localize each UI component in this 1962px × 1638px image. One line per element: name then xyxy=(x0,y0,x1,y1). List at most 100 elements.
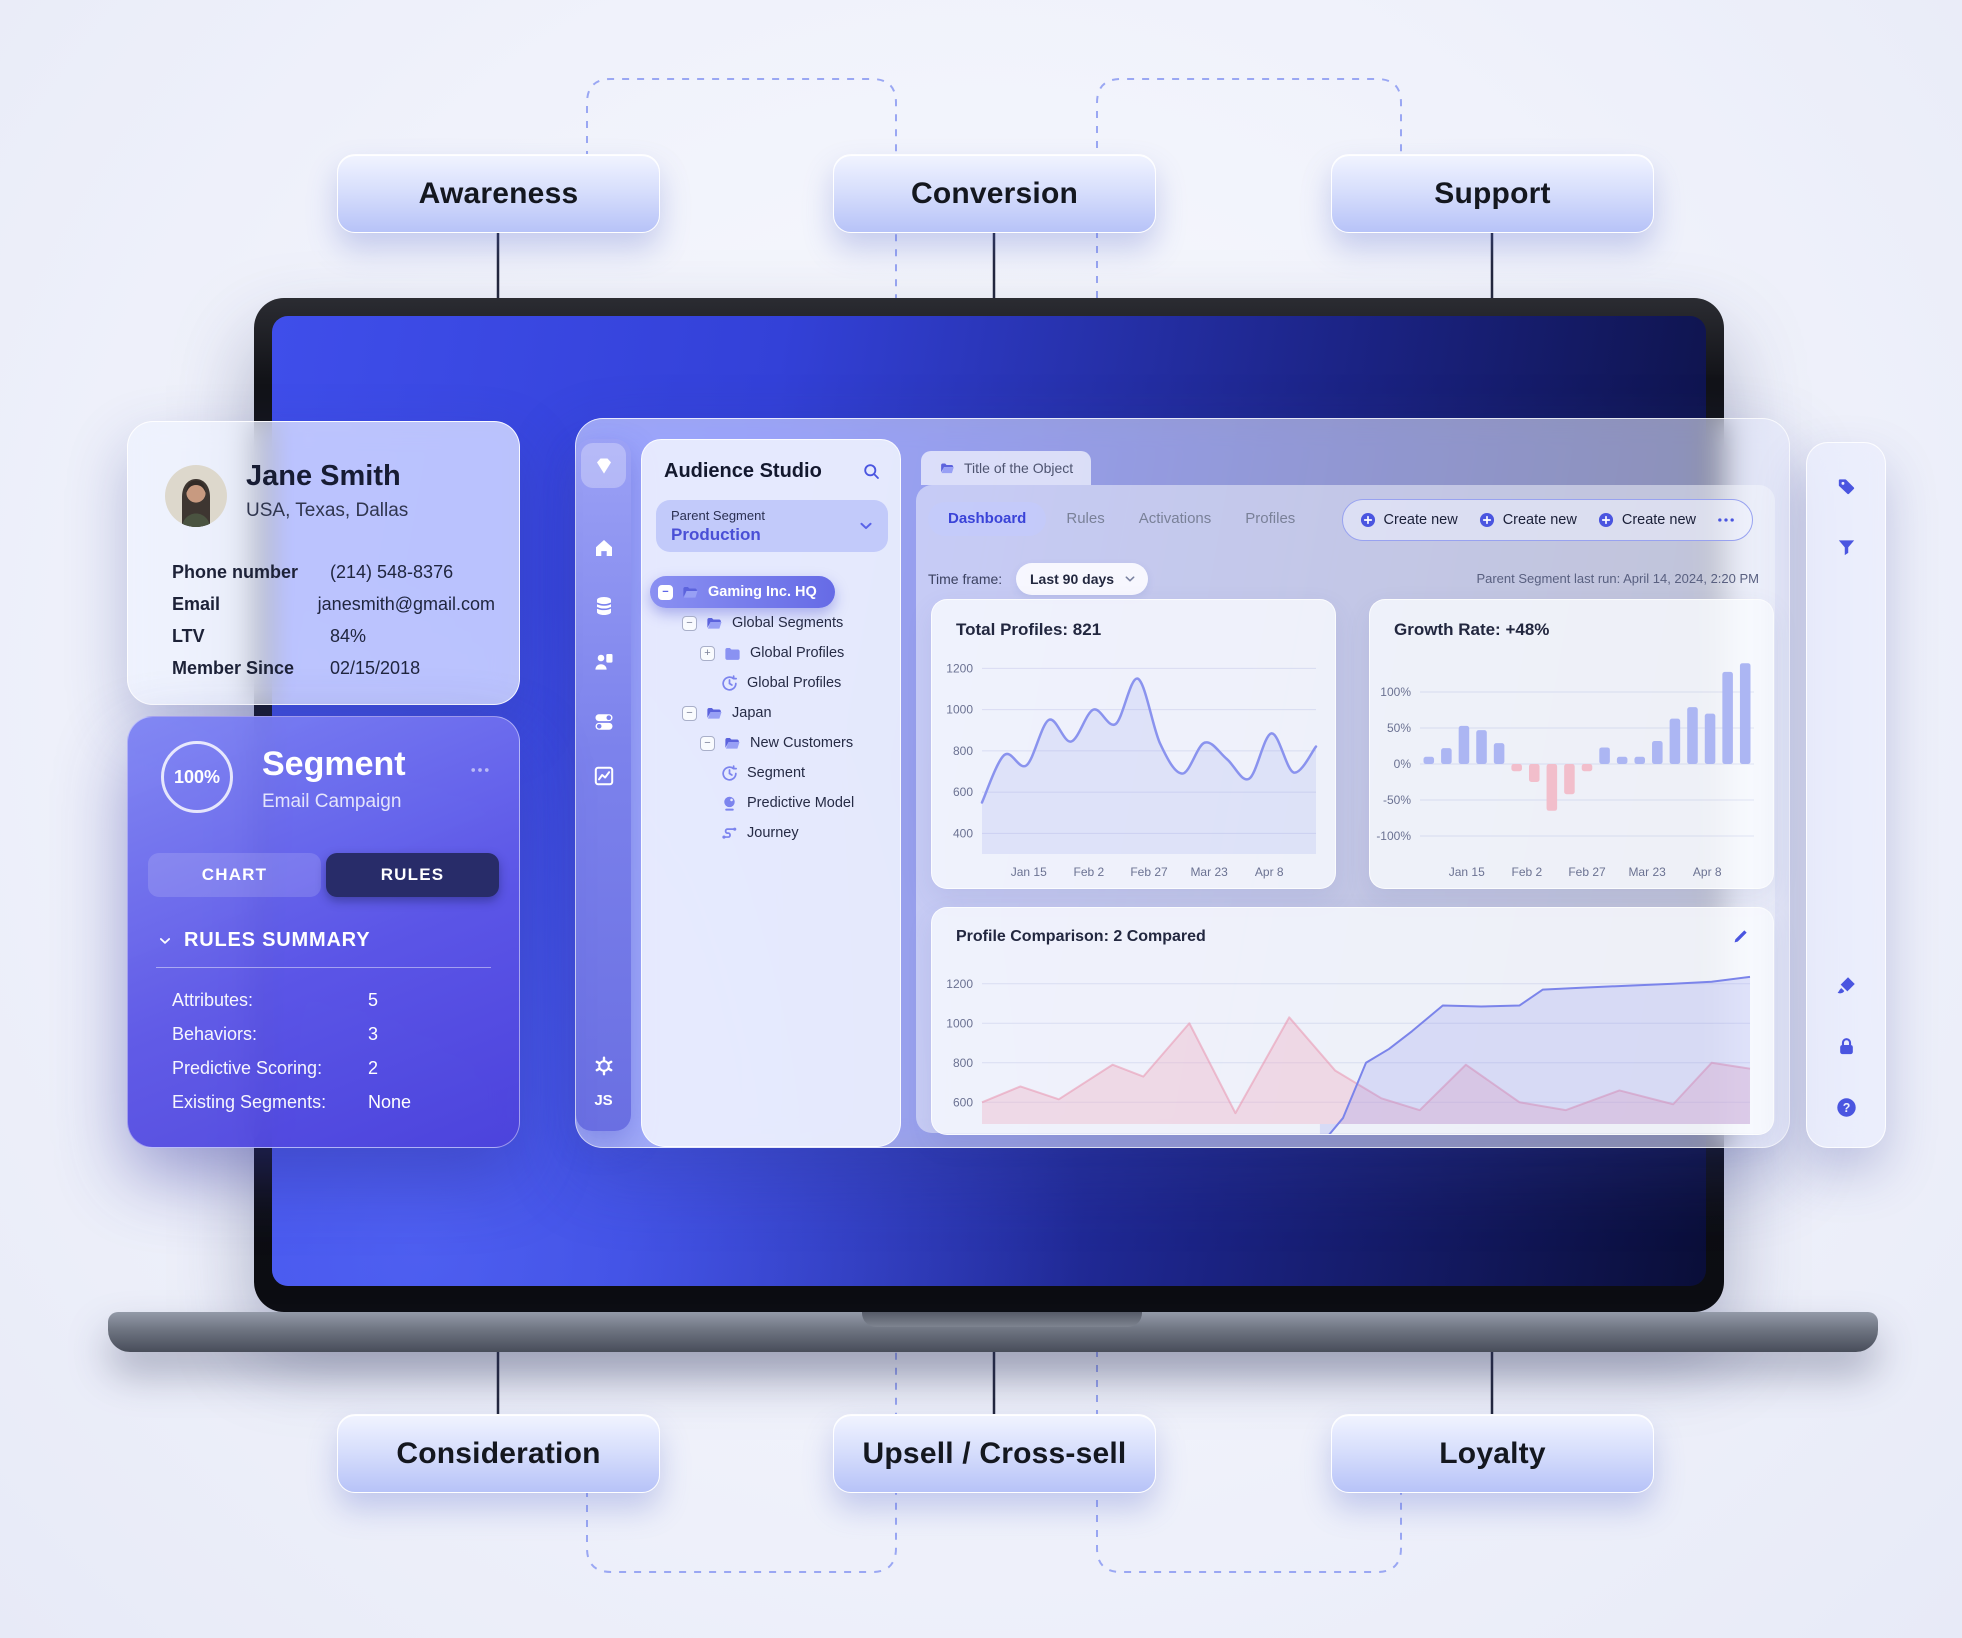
lock-icon[interactable] xyxy=(1835,1035,1858,1058)
brush-icon[interactable] xyxy=(1835,974,1858,997)
svg-text:-50%: -50% xyxy=(1383,793,1411,807)
svg-text:Feb 27: Feb 27 xyxy=(1130,865,1168,879)
segment-progress-ring: 100% xyxy=(161,741,233,813)
js-badge[interactable]: JS xyxy=(594,1092,613,1109)
segment-view-toggle: CHART RULES xyxy=(148,853,499,897)
segment-tree: − Gaming Inc. HQ − Global Segments + Global P… xyxy=(650,576,894,848)
help-icon[interactable] xyxy=(1835,1096,1858,1119)
chevron-down-icon xyxy=(1122,571,1138,587)
svg-text:400: 400 xyxy=(953,826,973,840)
collapse-icon[interactable]: − xyxy=(658,584,673,600)
field-label: LTV xyxy=(172,625,205,646)
tree-item[interactable]: − Global Segments xyxy=(682,608,894,638)
svg-text:1000: 1000 xyxy=(946,1016,973,1030)
home-icon[interactable] xyxy=(592,536,616,560)
profiles-icon[interactable] xyxy=(592,650,616,674)
growth-rate-card: Growth Rate: +48% 100% 50% 0% -50% -100% Jan … xyxy=(1369,599,1774,889)
rules-summary-header[interactable]: RULES SUMMARY xyxy=(156,929,370,952)
stage-pill: Support xyxy=(1331,154,1654,233)
journey-stages-bottom: Consideration Upsell / Cross-sell Loyalty xyxy=(0,1414,1962,1493)
tab-dashboard[interactable]: Dashboard xyxy=(928,502,1047,536)
app-logo[interactable] xyxy=(581,443,626,488)
create-new-button[interactable]: Create new xyxy=(1597,511,1696,529)
segments-toggles-icon[interactable] xyxy=(592,710,616,734)
tree-item[interactable]: Segment xyxy=(720,758,894,788)
summary-label: Attributes: xyxy=(172,989,254,1010)
collapse-icon[interactable]: − xyxy=(682,705,697,721)
app-left-rail: JS xyxy=(576,439,631,1131)
field-value: janesmith@gmail.com xyxy=(317,593,495,614)
more-options-icon[interactable] xyxy=(469,759,491,781)
more-options-icon[interactable] xyxy=(1716,510,1736,530)
tree-item-label: Japan xyxy=(732,705,772,721)
timeframe-select[interactable]: Last 90 days xyxy=(1016,563,1148,595)
growth-rate-chart: 100% 50% 0% -50% -100% Jan 15 Feb 2 Feb 27 Mar 2… xyxy=(1376,663,1754,879)
folder-open-icon xyxy=(681,583,700,602)
create-new-button[interactable]: Create new xyxy=(1478,511,1577,529)
dropdown-value: Production xyxy=(671,525,761,544)
segment-percent: 100% xyxy=(173,766,221,787)
total-profiles-card: Total Profiles: 821 1200 1000 800 600 400 Jan… xyxy=(931,599,1336,889)
tree-item[interactable]: + Global Profiles xyxy=(700,638,894,668)
analytics-icon[interactable] xyxy=(592,764,616,788)
customer-profile-card: Jane Smith USA, Texas, Dallas Phone numb… xyxy=(127,421,520,705)
chart-tab[interactable]: CHART xyxy=(148,853,321,897)
segment-card: 100% Segment Email Campaign CHART RULES … xyxy=(127,716,520,1148)
edit-pencil-icon[interactable] xyxy=(1731,926,1751,946)
plus-circle-icon xyxy=(1478,511,1496,529)
tab-profiles[interactable]: Profiles xyxy=(1245,510,1296,527)
profile-field-row: Member Since 02/15/2018 xyxy=(172,652,495,684)
tree-item[interactable]: Predictive Model xyxy=(720,788,894,818)
tree-item[interactable]: − Gaming Inc. HQ xyxy=(650,576,835,608)
tree-item-label: Predictive Model xyxy=(747,795,855,811)
tree-item-label: Global Profiles xyxy=(750,645,845,661)
summary-row: Predictive Scoring: 2 xyxy=(172,1051,489,1085)
svg-text:1200: 1200 xyxy=(946,977,973,991)
svg-text:Apr 8: Apr 8 xyxy=(1255,865,1284,879)
profile-field-row: LTV 84% xyxy=(172,620,495,652)
collapse-icon[interactable]: − xyxy=(682,615,697,631)
summary-value: 2 xyxy=(368,1057,379,1078)
laptop-base xyxy=(108,1312,1878,1352)
svg-text:1200: 1200 xyxy=(946,661,973,675)
field-label: Member Since xyxy=(172,657,295,678)
total-profiles-chart: 1200 1000 800 600 400 Jan 15 Feb 2 Feb 27 Mar 23… xyxy=(946,661,1318,879)
tree-item[interactable]: − New Customers xyxy=(700,728,894,758)
tree-item-label: Journey xyxy=(747,825,799,841)
tag-icon[interactable] xyxy=(1835,475,1858,498)
tree-item[interactable]: Global Profiles xyxy=(720,668,894,698)
summary-row: Behaviors: 3 xyxy=(172,1017,489,1051)
svg-text:Feb 2: Feb 2 xyxy=(1074,865,1105,879)
tab-rules[interactable]: Rules xyxy=(1066,510,1105,527)
rules-tab[interactable]: RULES xyxy=(326,853,499,897)
model-icon xyxy=(720,794,739,813)
timeframe-value: Last 90 days xyxy=(1030,571,1115,587)
expand-icon[interactable]: + xyxy=(700,645,715,661)
svg-text:Apr 8: Apr 8 xyxy=(1693,865,1722,879)
tree-item[interactable]: Journey xyxy=(720,818,894,848)
tab-activations[interactable]: Activations xyxy=(1138,510,1212,527)
folder-icon xyxy=(723,644,742,663)
settings-gear-icon[interactable] xyxy=(592,1054,616,1078)
filter-icon[interactable] xyxy=(1835,536,1858,559)
create-new-button[interactable]: Create new xyxy=(1359,511,1458,529)
folder-open-icon xyxy=(723,734,742,753)
tree-item-label: Gaming Inc. HQ xyxy=(708,584,817,600)
data-sources-icon[interactable] xyxy=(592,594,616,618)
profile-comparison-title: Profile Comparison: 2 Compared xyxy=(956,928,1206,945)
rules-summary-title: RULES SUMMARY xyxy=(184,929,371,951)
field-label: Phone number xyxy=(172,561,299,582)
plus-circle-icon xyxy=(1359,511,1377,529)
timeframe-label: Time frame: xyxy=(928,571,1003,587)
tree-item-label: New Customers xyxy=(750,735,854,751)
object-title-tab[interactable]: Title of the Object xyxy=(921,451,1092,485)
divider xyxy=(156,967,491,968)
clock-icon xyxy=(720,674,739,693)
stage-pill: Conversion xyxy=(833,154,1156,233)
summary-row: Attributes: 5 xyxy=(172,983,489,1017)
parent-segment-dropdown[interactable]: Parent Segment Production xyxy=(656,500,888,552)
tree-item[interactable]: − Japan xyxy=(682,698,894,728)
search-icon[interactable] xyxy=(861,461,882,482)
collapse-icon[interactable]: − xyxy=(700,735,715,751)
